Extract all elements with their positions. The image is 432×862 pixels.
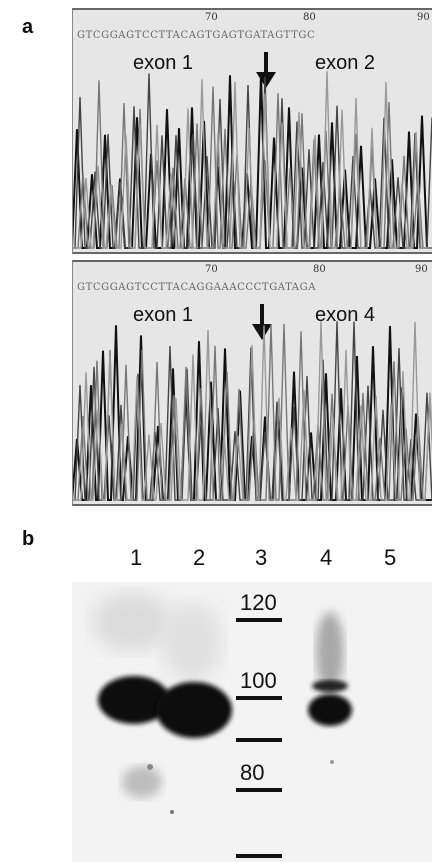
band-lane-4-upper <box>312 680 348 692</box>
position-label: 70 <box>205 264 218 275</box>
trace-line <box>73 321 432 501</box>
marker-tick <box>236 696 282 700</box>
blot-bands <box>92 592 352 814</box>
marker-label-120: 120 <box>240 590 277 615</box>
position-label: 70 <box>205 12 218 23</box>
lane-number: 5 <box>384 545 397 570</box>
trace-line <box>73 325 432 501</box>
trace-peaks <box>73 321 432 501</box>
exon-label-left: exon 1 <box>133 52 194 74</box>
marker-tick <box>236 618 282 622</box>
lane-number: 3 <box>255 545 268 570</box>
panel-b-letter: b <box>22 528 35 550</box>
chromatogram-bottom: 70 80 90 GTCGGAGTCCTTACAGGAAACCCTGATAGA … <box>72 260 432 506</box>
marker-tick <box>236 854 282 858</box>
marker-tick <box>236 738 282 742</box>
panel-a-letter: a <box>22 16 34 38</box>
trace-line <box>73 71 432 249</box>
marker-label-100: 100 <box>240 668 277 693</box>
band-lane-1 <box>98 676 170 724</box>
trace-peaks <box>73 71 432 249</box>
position-label: 80 <box>313 264 326 275</box>
marker-tick <box>236 788 282 792</box>
lane-number: 4 <box>320 545 333 570</box>
lane-number: 2 <box>193 545 206 570</box>
marker-label-80: 80 <box>240 760 265 785</box>
base-sequence: GTCGGAGTCCTTACAGGAAACCCTGATAGA <box>77 282 317 293</box>
exon-label-right: exon 4 <box>315 304 376 326</box>
band-lane-4 <box>308 694 352 726</box>
exon-label-left: exon 1 <box>133 304 194 326</box>
western-blot: 120 100 80 <box>72 582 432 862</box>
position-label: 90 <box>415 264 428 275</box>
position-label: 80 <box>303 12 316 23</box>
down-arrow-icon <box>252 304 272 340</box>
base-sequence: GTCGGAGTCCTTACAGTGAGTGATAGTTGC <box>77 30 316 41</box>
band-lane-2 <box>156 682 232 738</box>
lane-number: 1 <box>130 545 143 570</box>
position-label: 90 <box>417 12 430 23</box>
chromatogram-top: 70 80 90 GTCGGAGTCCTTACAGTGAGTGATAGTTGC … <box>72 8 432 254</box>
exon-label-right: exon 2 <box>315 52 376 74</box>
